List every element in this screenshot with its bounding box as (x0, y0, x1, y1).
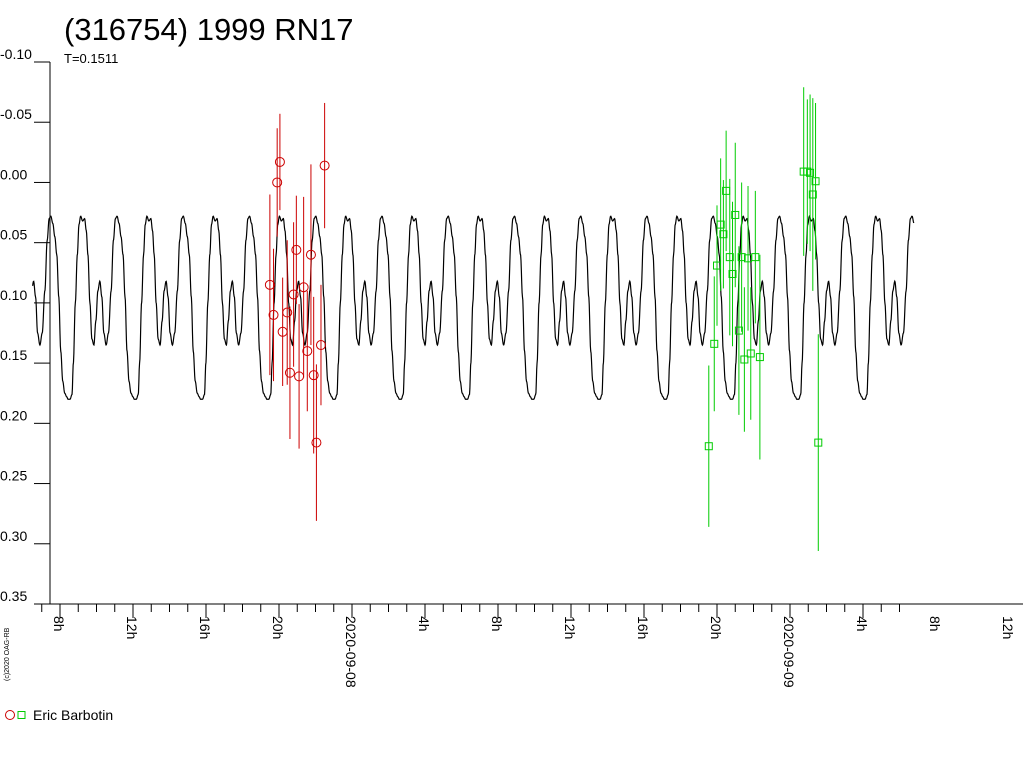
chart-subtitle: T=0.1511 (64, 51, 118, 66)
data-point-square (751, 253, 760, 262)
x-tick-label: 20h (270, 616, 286, 639)
data-point-square (755, 353, 764, 362)
x-tick-label: 2020-09-09 (781, 616, 797, 688)
data-point-circle (319, 160, 330, 171)
data-point-square (737, 253, 746, 262)
data-point-circle (315, 340, 326, 351)
data-point-circle (302, 346, 313, 357)
x-tick-label: 16h (635, 616, 651, 639)
chart-title: (316754) 1999 RN17 (64, 12, 354, 47)
data-point-square (811, 177, 820, 186)
data-point-circle (298, 282, 309, 293)
series-0 (264, 102, 330, 521)
data-point-circle (311, 437, 322, 448)
model-lightcurve-line (32, 215, 915, 400)
data-point-circle (305, 249, 316, 260)
data-point-square (803, 167, 812, 176)
data-point-circle (288, 289, 299, 300)
legend-circle-marker (5, 710, 15, 720)
legend: Eric Barbotin (5, 707, 113, 723)
data-point-square (808, 190, 817, 199)
series-layer (264, 87, 823, 552)
x-tick-label: 12h (124, 616, 140, 639)
y-tick-label: 0.35 (0, 588, 27, 604)
data-point-square (704, 442, 713, 451)
x-tick-label: 2020-09-08 (343, 616, 359, 688)
legend-label: Eric Barbotin (33, 707, 113, 723)
y-tick-label: -0.05 (0, 106, 32, 122)
series-1 (704, 87, 823, 552)
copyright-note: (c)2020 OAG-RB (4, 627, 11, 681)
data-point-circle (264, 279, 275, 290)
plot-frame (49, 62, 1023, 605)
data-point-circle (268, 309, 279, 320)
y-tick-label: 0.10 (0, 287, 27, 303)
data-point-square (740, 355, 749, 364)
y-tick-label: 0.15 (0, 347, 27, 363)
y-tick-label: 0.00 (0, 166, 27, 182)
y-tick-label: 0.25 (0, 468, 27, 484)
data-point-square (710, 339, 719, 348)
y-tick-label: 0.20 (0, 407, 27, 423)
data-point-square (719, 230, 728, 239)
y-tick-label: 0.30 (0, 528, 27, 544)
data-point-circle (272, 177, 283, 188)
data-point-square (716, 220, 725, 229)
y-tick-label: -0.10 (0, 46, 32, 62)
x-tick-label: 20h (708, 616, 724, 639)
model-curve-layer (32, 215, 915, 400)
x-tick-label: 4h (854, 616, 870, 632)
y-tick-label: 0.05 (0, 227, 27, 243)
x-tick-label: 8h (927, 616, 943, 632)
data-point-square (814, 438, 823, 447)
x-tick-label: 12h (1000, 616, 1016, 639)
x-tick-label: 12h (562, 616, 578, 639)
x-tick-label: 16h (197, 616, 213, 639)
data-point-circle (274, 156, 285, 167)
x-axis: 8h 12h 16h 20h 2020-09-08 4h 8h 12h 16h 20h 2020-0… (41, 604, 1016, 688)
legend-square-marker (17, 711, 26, 719)
data-point-square (728, 269, 737, 278)
x-tick-label: 8h (489, 616, 505, 632)
data-point-circle (284, 367, 295, 378)
data-point-circle (291, 244, 302, 255)
x-tick-label: 8h (51, 616, 67, 632)
data-point-square (746, 349, 755, 358)
data-point-square (725, 253, 734, 262)
data-point-circle (282, 307, 293, 318)
data-point-square (734, 326, 743, 335)
x-tick-label: 4h (416, 616, 432, 632)
data-point-circle (308, 370, 319, 381)
data-point-square (806, 168, 815, 177)
y-axis: -0.10 -0.05 0.00 0.05 0.10 0.15 0.20 0.25 0.30 0.… (0, 46, 50, 605)
data-point-square (731, 210, 740, 219)
